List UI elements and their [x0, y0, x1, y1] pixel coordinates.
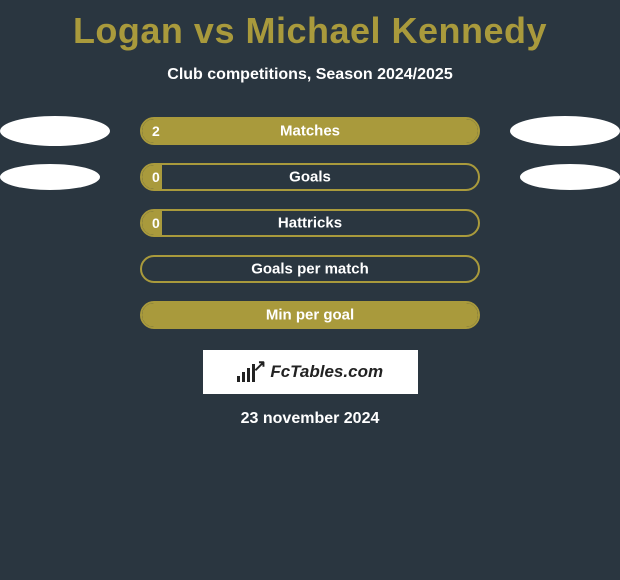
stat-row: 0Goals	[0, 154, 620, 200]
page-title: Logan vs Michael Kennedy	[0, 0, 620, 52]
logo-bar-icon	[247, 368, 250, 382]
stat-row: 2Matches	[0, 108, 620, 154]
stat-label: Min per goal	[142, 307, 478, 324]
logo-bar-icon	[242, 372, 245, 382]
stat-bar: 0Goals	[140, 163, 480, 191]
stat-bar: 0Hattricks	[140, 209, 480, 237]
stat-bar: Min per goal	[140, 301, 480, 329]
stat-row: 0Hattricks	[0, 200, 620, 246]
stat-bar: 2Matches	[140, 117, 480, 145]
left-ellipse-icon	[0, 116, 110, 146]
stat-rows: 2Matches 0Goals 0Hattricks Goals per match M…	[0, 108, 620, 338]
logo-bar-icon	[237, 376, 240, 382]
right-ellipse-icon	[510, 116, 620, 146]
right-ellipse-icon	[520, 164, 620, 190]
stat-row: Min per goal	[0, 292, 620, 338]
logo: ↗ FcTables.com	[237, 356, 383, 388]
left-ellipse-icon	[0, 164, 100, 190]
stat-label: Hattricks	[142, 215, 478, 232]
logo-arrow-icon: ↗	[253, 356, 266, 376]
subtitle: Club competitions, Season 2024/2025	[0, 66, 620, 84]
stat-row: Goals per match	[0, 246, 620, 292]
stat-label: Goals	[142, 169, 478, 186]
stat-label: Matches	[142, 123, 478, 140]
logo-text: FcTables.com	[270, 362, 383, 382]
stat-label: Goals per match	[142, 261, 478, 278]
logo-box: ↗ FcTables.com	[203, 350, 418, 394]
stat-bar: Goals per match	[140, 255, 480, 283]
date-text: 23 november 2024	[0, 410, 620, 428]
